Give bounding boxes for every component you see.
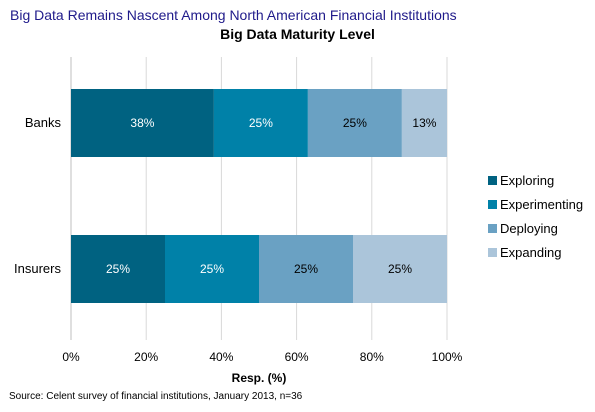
x-tick-label: 40% (209, 350, 233, 364)
data-label: 25% (249, 116, 273, 130)
bar-segment (401, 89, 447, 157)
x-tick-label: 0% (62, 350, 80, 364)
data-label: 25% (200, 262, 224, 276)
data-label: 25% (106, 262, 130, 276)
bar-segment (307, 89, 402, 157)
data-label: 25% (343, 116, 367, 130)
bar-segment (165, 235, 259, 303)
legend-label: Exploring (500, 173, 554, 188)
chart-title: Big Data Maturity Level (220, 26, 375, 42)
legend-label: Experimenting (500, 197, 583, 212)
legend-label: Expanding (500, 245, 561, 260)
category-label: Banks (25, 115, 62, 130)
legend-swatch (488, 248, 497, 257)
data-label: 25% (388, 262, 412, 276)
x-tick-label: 60% (285, 350, 309, 364)
category-label: Insurers (14, 261, 61, 276)
legend-swatch (488, 176, 497, 185)
bar-segment (353, 235, 447, 303)
bar-segment (213, 89, 308, 157)
legend-label: Deploying (500, 221, 558, 236)
data-label: 13% (412, 116, 436, 130)
bar-segment (71, 89, 214, 157)
legend-swatch (488, 224, 497, 233)
data-label: 38% (130, 116, 154, 130)
x-tick-label: 20% (134, 350, 158, 364)
page-title: Big Data Remains Nascent Among North Ame… (10, 7, 457, 23)
bar-segment (259, 235, 353, 303)
legend-swatch (488, 200, 497, 209)
bar-segment (71, 235, 165, 303)
x-axis-title: Resp. (%) (232, 371, 287, 385)
x-tick-label: 100% (432, 350, 463, 364)
data-label: 25% (294, 262, 318, 276)
x-tick-label: 80% (360, 350, 384, 364)
source-note: Source: Celent survey of financial insti… (9, 391, 303, 402)
